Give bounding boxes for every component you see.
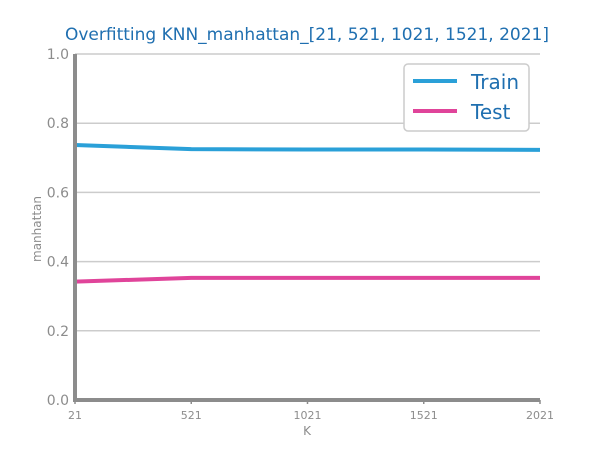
legend: Train Test [403, 63, 530, 132]
x-axis-label: K [303, 424, 312, 438]
series-line-test [74, 275, 540, 284]
x-tick-label: 521 [181, 409, 202, 422]
x-tick-label: 1021 [294, 409, 322, 422]
x-tick-labels: 21 521 1021 1521 2021 [68, 400, 554, 422]
y-tick-label: 0.8 [47, 116, 69, 132]
x-tick-label: 21 [68, 409, 82, 422]
y-tick-labels: 0.0 0.2 0.4 0.6 0.8 1.0 [47, 47, 69, 409]
axes [73, 54, 540, 402]
series-line-train [74, 142, 541, 152]
y-tick-label: 0.2 [47, 324, 69, 340]
y-tick-label: 0.6 [47, 185, 69, 201]
y-tick-label: 1.0 [47, 47, 69, 63]
y-tick-label: 0.0 [47, 393, 69, 409]
y-axis-label: manhattan [30, 196, 44, 262]
series-lines [74, 142, 541, 284]
legend-label-train: Train [470, 70, 519, 94]
chart-title: Overfitting KNN_manhattan_[21, 521, 1021… [64, 25, 550, 45]
x-tick-label: 2021 [526, 409, 554, 422]
y-tick-label: 0.4 [47, 255, 69, 271]
legend-label-test: Test [470, 100, 511, 124]
x-tick-label: 1521 [410, 409, 438, 422]
